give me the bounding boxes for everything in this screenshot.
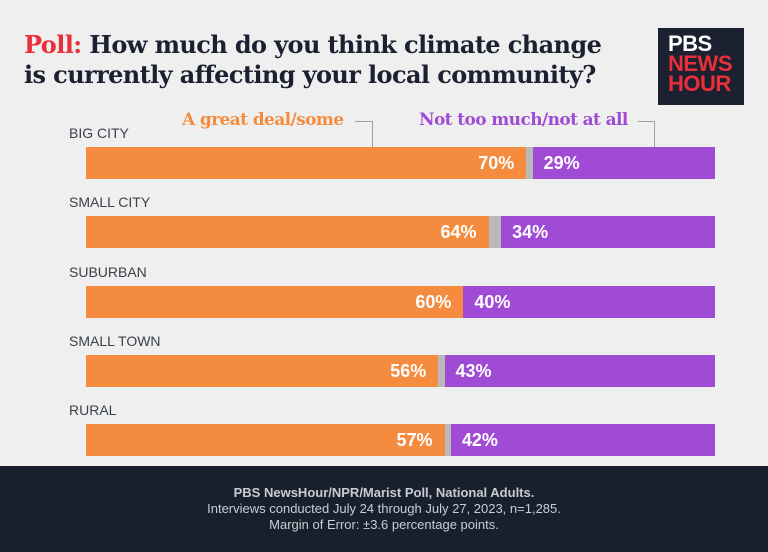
category-label: SUBURBAN <box>69 263 147 280</box>
data-label-great-deal: 56% <box>390 360 427 381</box>
bar-segment-great-deal <box>86 216 489 249</box>
legend-series-1: A great deal/some <box>182 110 344 130</box>
logo-line3: HOUR <box>668 71 731 96</box>
bar-segment-great-deal <box>86 147 527 179</box>
chart-title: Poll: How much do you think climate chan… <box>24 30 624 90</box>
legend-leader-2 <box>638 121 655 147</box>
bar-row: 70% 29% <box>86 147 715 179</box>
bar-segment-not-much <box>501 216 715 249</box>
logo-line2: NEWS <box>668 51 733 76</box>
bar-segment-not-much <box>444 354 715 387</box>
footer-dates: Interviews conducted July 24 through Jul… <box>207 501 561 516</box>
pbs-newshour-logo: PBS NEWS HOUR <box>658 28 744 105</box>
category-label: SMALL TOWN <box>69 332 161 349</box>
title-text: How much do you think climate change is … <box>24 30 602 89</box>
bar-segment-great-deal <box>86 285 464 318</box>
data-label-not-much: 43% <box>455 360 492 381</box>
legend-series-2: Not too much/not at all <box>419 110 628 130</box>
source-footer: PBS NewsHour/NPR/Marist Poll, National A… <box>0 466 768 552</box>
bar-segment-not-much <box>463 285 715 318</box>
data-label-not-much: 42% <box>461 430 498 450</box>
footer-source: PBS NewsHour/NPR/Marist Poll, National A… <box>233 485 535 500</box>
data-label-not-much: 34% <box>512 222 549 243</box>
data-label-not-much: 29% <box>543 153 580 173</box>
data-label-great-deal: 60% <box>415 291 452 312</box>
bar-row: 57% 42% <box>86 424 715 456</box>
data-label-not-much: 40% <box>474 291 511 312</box>
logo-line1: PBS <box>668 31 712 56</box>
category-label: RURAL <box>69 402 117 418</box>
legend-leader-1 <box>355 121 373 147</box>
category-label: BIG CITY <box>69 125 129 141</box>
bar-segment-not-much <box>450 424 715 456</box>
data-label-great-deal: 70% <box>478 153 515 173</box>
data-label-great-deal: 64% <box>440 222 477 243</box>
bar-row: 56% 43% <box>86 354 715 387</box>
data-label-great-deal: 57% <box>396 430 433 450</box>
bar-segment-great-deal <box>86 354 439 387</box>
title-lead: Poll: <box>24 30 82 59</box>
bar-segment-not-much <box>532 147 715 179</box>
bar-segment-great-deal <box>86 424 445 456</box>
footer-margin: Margin of Error: ±3.6 percentage points. <box>269 517 499 532</box>
category-label: SMALL CITY <box>69 194 151 211</box>
bar-row: 60% 40% <box>86 285 715 318</box>
bar-row: 64% 34% <box>86 216 715 249</box>
